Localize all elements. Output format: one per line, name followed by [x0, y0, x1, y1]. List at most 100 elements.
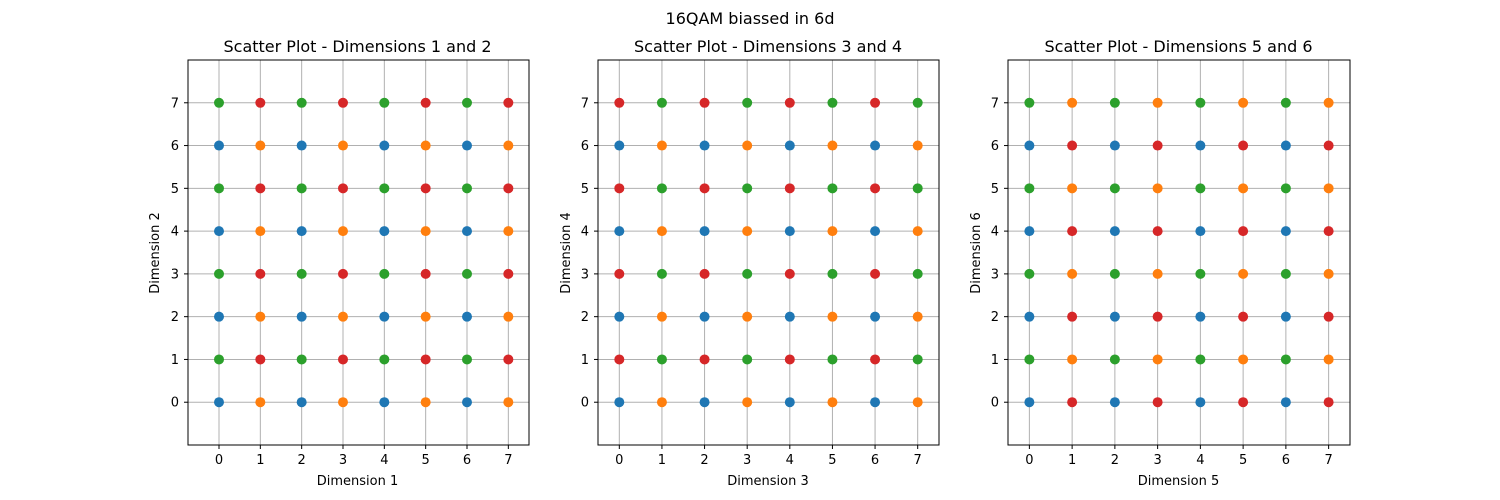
y-tick-label: 5 [171, 182, 179, 197]
scatter-point [1323, 183, 1334, 194]
scatter-point [1067, 354, 1078, 365]
scatter-point [420, 354, 431, 365]
scatter-point [1323, 226, 1334, 237]
scatter-point [742, 397, 753, 408]
scatter-point [1152, 354, 1163, 365]
scatter-point [503, 268, 514, 279]
scatter-point [870, 397, 881, 408]
x-axis-label: Dimension 5 [1138, 474, 1220, 489]
scatter-point [699, 268, 710, 279]
scatter-point [1024, 226, 1035, 237]
scatter-point [784, 226, 795, 237]
scatter-point [827, 97, 838, 108]
scatter-point [255, 226, 266, 237]
scatter-point [1109, 226, 1120, 237]
y-tick-label: 7 [581, 96, 589, 111]
y-tick-label: 4 [171, 225, 179, 240]
scatter-point [296, 268, 307, 279]
scatter-point [1109, 183, 1120, 194]
scatter-point [296, 183, 307, 194]
scatter-point [1067, 268, 1078, 279]
scatter-point [784, 140, 795, 151]
scatter-point [912, 311, 923, 322]
scatter-point [870, 97, 881, 108]
x-axis-label: Dimension 1 [317, 474, 399, 489]
scatter-point [614, 97, 625, 108]
scatter-point [1238, 97, 1249, 108]
scatter-point [296, 226, 307, 237]
scatter-point [912, 97, 923, 108]
scatter-point [1280, 268, 1291, 279]
scatter-point [379, 268, 390, 279]
x-tick-label: 1 [658, 453, 666, 468]
scatter-point [1238, 397, 1249, 408]
scatter-point [1238, 268, 1249, 279]
scatter-point [1152, 311, 1163, 322]
y-tick-label: 4 [991, 225, 999, 240]
scatter-point [827, 354, 838, 365]
scatter-point [462, 183, 472, 194]
scatter-point [379, 140, 390, 151]
scatter-point [420, 226, 431, 237]
scatter-point [656, 354, 667, 365]
scatter-point [1024, 140, 1035, 151]
scatter-point [827, 311, 838, 322]
scatter-point [1280, 354, 1291, 365]
scatter-point [827, 183, 838, 194]
y-tick-label: 1 [581, 353, 589, 368]
grid-lines [1008, 60, 1350, 445]
scatter-point [870, 354, 881, 365]
scatter-point [912, 268, 923, 279]
x-tick-label: 5 [422, 453, 430, 468]
y-tick-label: 7 [991, 96, 999, 111]
scatter-point [742, 183, 753, 194]
scatter-point [1195, 311, 1206, 322]
figure-suptitle: 16QAM biassed in 6d [666, 9, 835, 28]
x-tick-label: 0 [615, 453, 623, 468]
x-tick-label: 2 [700, 453, 708, 468]
scatter-point [742, 354, 753, 365]
scatter-point [1323, 268, 1334, 279]
scatter-point [912, 354, 923, 365]
x-tick-label: 0 [1025, 453, 1033, 468]
scatter-point [784, 354, 795, 365]
scatter-point [1195, 97, 1206, 108]
scatter-panel-2: Scatter Plot - Dimensions 3 and 4 Dimens… [559, 37, 940, 489]
scatter-point [255, 311, 266, 322]
scatter-point [503, 354, 514, 365]
scatter-point [255, 354, 266, 365]
scatter-point [1238, 354, 1249, 365]
scatter-point [699, 97, 710, 108]
scatter-point [338, 397, 348, 408]
scatter-point [870, 311, 881, 322]
x-tick-label: 7 [504, 453, 512, 468]
y-tick-label: 0 [581, 396, 589, 411]
scatter-point [338, 183, 348, 194]
scatter-point [1280, 140, 1291, 151]
scatter-point [614, 140, 625, 151]
scatter-point [1024, 97, 1035, 108]
scatter-point [1024, 354, 1035, 365]
x-tick-label: 6 [1282, 453, 1290, 468]
scatter-point [1323, 140, 1334, 151]
scatter-point [656, 140, 667, 151]
scatter-point [1323, 97, 1334, 108]
scatter-point [503, 397, 514, 408]
scatter-point [420, 268, 431, 279]
scatter-point [255, 268, 266, 279]
scatter-point [462, 354, 472, 365]
x-tick-label: 5 [1239, 453, 1247, 468]
scatter-point [656, 311, 667, 322]
panel-title: Scatter Plot - Dimensions 5 and 6 [1044, 37, 1312, 56]
y-tick-label: 2 [991, 310, 999, 325]
scatter-point [742, 311, 753, 322]
scatter-point [462, 268, 472, 279]
scatter-point [420, 97, 431, 108]
scatter-point [1024, 268, 1035, 279]
scatter-point [614, 311, 625, 322]
scatter-point [1195, 183, 1206, 194]
scatter-point [503, 140, 514, 151]
x-tick-label: 7 [914, 453, 922, 468]
plot-frame [1007, 59, 1351, 446]
